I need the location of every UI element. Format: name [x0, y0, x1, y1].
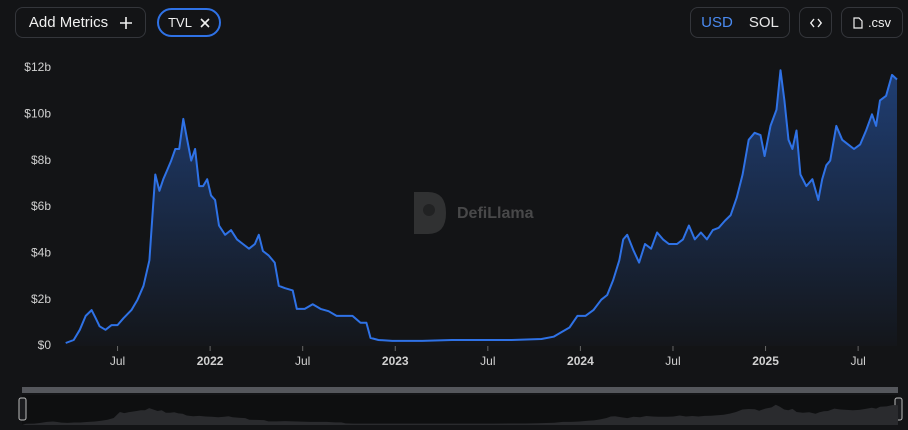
- csv-button[interactable]: .csv: [841, 7, 903, 38]
- x-tick-label: Jul: [480, 354, 495, 368]
- area-fill: [65, 70, 897, 347]
- x-tick-label: 2023: [382, 354, 409, 368]
- currency-option[interactable]: USD: [701, 14, 733, 31]
- x-tick-label: 2022: [197, 354, 224, 368]
- x-tick-label: Jul: [110, 354, 125, 368]
- tvl-line: [65, 69, 898, 344]
- watermark-text: DefiLlama: [457, 205, 534, 222]
- embed-button[interactable]: [799, 7, 832, 38]
- plus-icon: [120, 16, 133, 29]
- x-tick-label: Jul: [665, 354, 680, 368]
- tvl-chip[interactable]: TVL: [157, 8, 221, 37]
- y-tick-label: $8b: [31, 153, 51, 167]
- add-metrics-label: Add Metrics: [28, 14, 109, 31]
- x-tick-label: Jul: [295, 354, 310, 368]
- close-icon: [200, 17, 210, 28]
- file-icon: [853, 16, 863, 29]
- brush-bar[interactable]: [22, 387, 898, 393]
- brush-handle[interactable]: [18, 397, 27, 421]
- tvl-chip-label: TVL: [168, 15, 192, 30]
- currency-toggle: USD SOL: [690, 7, 790, 38]
- y-tick-label: $0: [38, 338, 52, 352]
- y-tick-label: $2b: [31, 292, 51, 306]
- currency-option[interactable]: SOL: [748, 14, 779, 31]
- watermark: DefiLlama: [414, 192, 534, 234]
- x-tick-label: 2024: [567, 354, 594, 368]
- csv-label: .csv: [867, 15, 892, 30]
- y-tick-label: $6b: [31, 199, 51, 213]
- add-metrics-button[interactable]: Add Metrics: [15, 7, 146, 38]
- code-icon: [809, 18, 822, 27]
- x-tick-label: 2025: [752, 354, 779, 368]
- y-tick-label: $12b: [24, 60, 51, 74]
- x-tick-label: Jul: [850, 354, 865, 368]
- brush-preview: [22, 404, 898, 425]
- y-tick-label: $4b: [31, 245, 51, 259]
- y-tick-label: $10b: [24, 106, 51, 120]
